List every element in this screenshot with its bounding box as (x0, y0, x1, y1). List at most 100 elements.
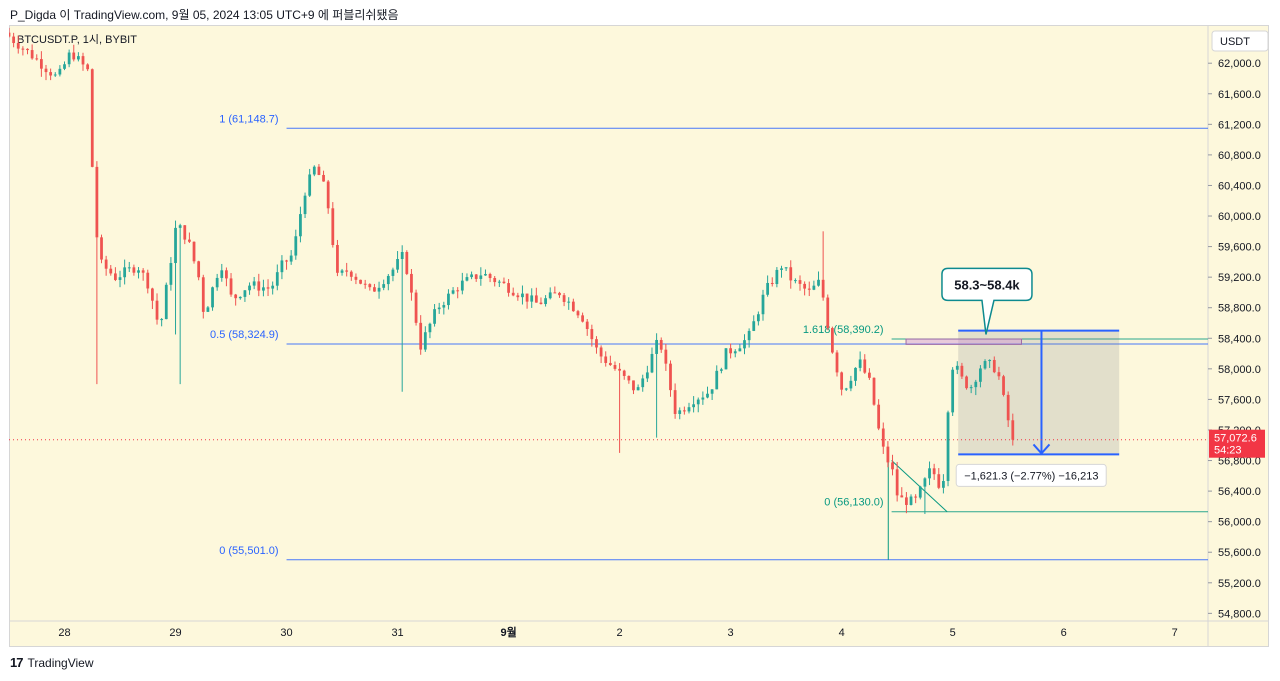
candle-body[interactable] (95, 166, 99, 238)
candle-body[interactable] (900, 495, 904, 498)
candle-body[interactable] (493, 278, 497, 283)
candle-body[interactable] (974, 381, 978, 388)
candle-body[interactable] (294, 236, 298, 256)
candle-body[interactable] (599, 347, 603, 357)
candle-body[interactable] (285, 260, 288, 262)
candle-body[interactable] (35, 58, 39, 60)
candle-body[interactable] (849, 380, 853, 389)
candle-body[interactable] (44, 68, 48, 73)
candle-body[interactable] (206, 307, 210, 312)
candle-body[interactable] (992, 359, 996, 373)
candle-body[interactable] (442, 305, 446, 308)
candle-body[interactable] (382, 284, 386, 288)
callout-bubble[interactable] (941, 267, 1033, 335)
candle-body[interactable] (928, 468, 931, 479)
candle-body[interactable] (16, 43, 20, 49)
candle-body[interactable] (354, 276, 358, 280)
candle-body[interactable] (821, 279, 825, 298)
candle-body[interactable] (359, 279, 362, 284)
candle-body[interactable] (692, 404, 696, 408)
candle-body[interactable] (951, 369, 955, 413)
candle-body[interactable] (238, 296, 242, 299)
candle-body[interactable] (868, 372, 871, 378)
candle-body[interactable] (460, 280, 464, 291)
candle-body[interactable] (590, 329, 594, 340)
candle-body[interactable] (530, 295, 534, 302)
candle-body[interactable] (687, 407, 691, 412)
candle-body[interactable] (49, 72, 53, 76)
candle-body[interactable] (608, 362, 612, 366)
candle-body[interactable] (761, 294, 765, 315)
candle-body[interactable] (960, 365, 964, 377)
candle-body[interactable] (571, 301, 575, 312)
candle-body[interactable] (766, 282, 770, 295)
candle-body[interactable] (456, 290, 460, 292)
candle-body[interactable] (719, 369, 723, 371)
candle-body[interactable] (595, 339, 598, 348)
candle-body[interactable] (613, 365, 617, 369)
candle-body[interactable] (303, 195, 307, 215)
candle-body[interactable] (780, 268, 783, 270)
candle-body[interactable] (706, 393, 709, 398)
candle-body[interactable] (39, 59, 43, 69)
candle-body[interactable] (81, 56, 85, 65)
candle-body[interactable] (525, 293, 529, 302)
candle-body[interactable] (507, 283, 510, 293)
candle-body[interactable] (289, 255, 293, 262)
candle-body[interactable] (881, 428, 885, 447)
candle-body[interactable] (743, 340, 746, 349)
candle-body[interactable] (673, 390, 677, 414)
candle-body[interactable] (622, 370, 626, 376)
candle-body[interactable] (784, 267, 788, 269)
candle-body[interactable] (317, 166, 321, 175)
candle-body[interactable] (650, 353, 654, 373)
candle-body[interactable] (979, 368, 982, 382)
candle-body[interactable] (539, 302, 543, 305)
candle-body[interactable] (447, 293, 450, 306)
candle-body[interactable] (576, 311, 580, 316)
candle-body[interactable] (618, 368, 621, 371)
candle-body[interactable] (983, 361, 987, 369)
candle-body[interactable] (807, 288, 811, 290)
measure-box[interactable] (958, 330, 1120, 455)
candle-body[interactable] (659, 339, 663, 350)
candle-body[interactable] (696, 399, 700, 405)
candle-body[interactable] (553, 292, 557, 294)
candle-body[interactable] (544, 298, 547, 305)
candle-body[interactable] (470, 274, 473, 278)
footer-brand[interactable]: TradingView (27, 655, 94, 670)
candle-body[interactable] (946, 412, 950, 482)
candle-body[interactable] (988, 359, 992, 362)
candle-body[interactable] (817, 279, 820, 286)
candle-body[interactable] (169, 263, 173, 285)
candle-body[interactable] (137, 270, 140, 273)
candle-body[interactable] (271, 285, 275, 289)
candle-body[interactable] (322, 174, 325, 182)
candle-body[interactable] (729, 348, 733, 354)
candle-body[interactable] (969, 387, 973, 389)
candle-body[interactable] (627, 375, 631, 381)
candle-body[interactable] (312, 166, 316, 175)
candle-body[interactable] (604, 356, 608, 363)
candle-body[interactable] (835, 352, 839, 373)
candle-body[interactable] (373, 287, 376, 292)
candle-body[interactable] (664, 349, 668, 364)
candle-body[interactable] (400, 252, 404, 260)
candle-body[interactable] (567, 301, 571, 303)
candle-body[interactable] (858, 359, 862, 368)
candle-body[interactable] (164, 284, 168, 320)
candle-body[interactable] (863, 359, 867, 373)
candle-body[interactable] (775, 269, 779, 285)
candle-body[interactable] (433, 309, 436, 324)
candle-body[interactable] (266, 287, 270, 289)
candle-body[interactable] (636, 387, 640, 391)
candle-body[interactable] (155, 300, 159, 320)
candle-body[interactable] (724, 348, 728, 370)
candle-body[interactable] (872, 377, 876, 405)
candle-body[interactable] (419, 322, 423, 350)
fib-trend-line[interactable] (891, 460, 948, 513)
candle-body[interactable] (220, 270, 224, 278)
candle-body[interactable] (451, 290, 455, 294)
candle-body[interactable] (479, 275, 483, 279)
candle-body[interactable] (76, 56, 80, 60)
